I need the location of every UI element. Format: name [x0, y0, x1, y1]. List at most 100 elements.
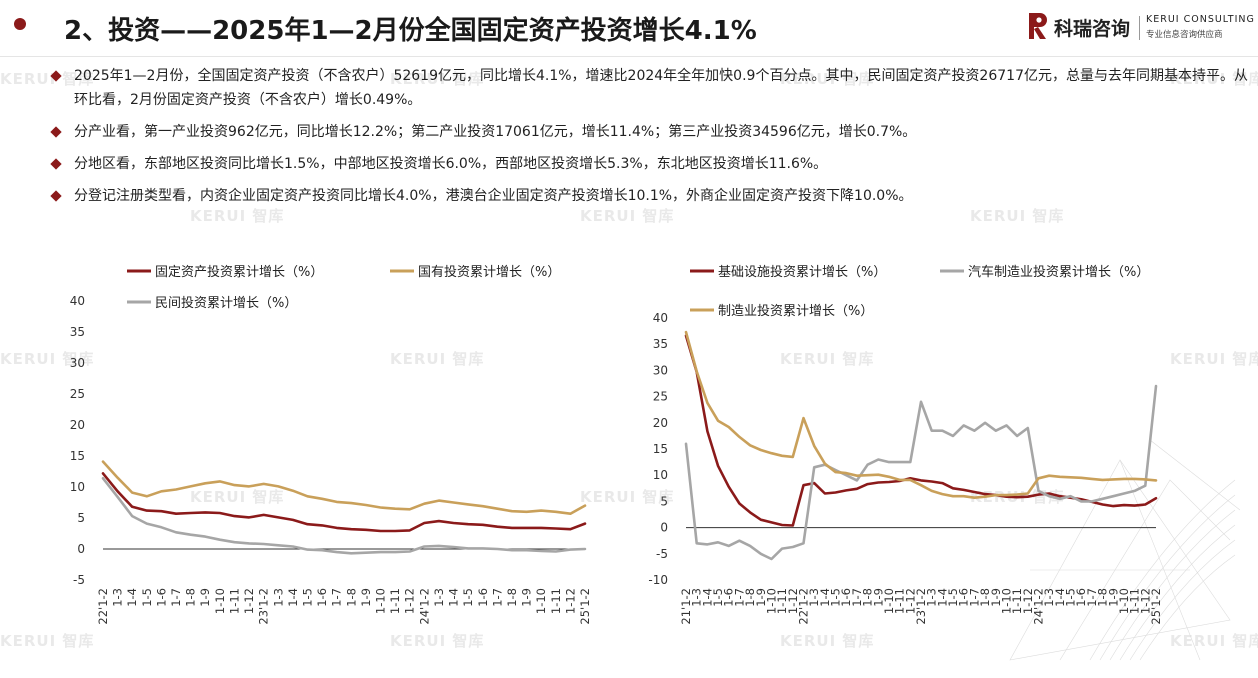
bullet-text: 2025年1—2月份，全国固定资产投资（不含农户）52619亿元，同比增长4.1… — [74, 68, 1248, 108]
x-tick-label: 1-4 — [286, 588, 300, 607]
x-tick-label: 1-10 — [374, 588, 388, 614]
x-tick-label: 1-12 — [1021, 588, 1035, 614]
watermark: KERUI 智库 — [390, 350, 485, 368]
x-tick-label: 1-11 — [775, 588, 789, 614]
y-tick-label: 0 — [77, 542, 85, 556]
y-tick-label: 35 — [70, 325, 85, 339]
x-tick-label: 1-3 — [807, 588, 821, 607]
watermark: KERUI 智库 — [0, 350, 95, 368]
legend-label: 制造业投资累计增长（%） — [718, 303, 873, 319]
x-tick-label: 23'1-2 — [257, 588, 271, 625]
x-tick-label: 1-12 — [242, 588, 256, 614]
y-tick-label: 5 — [660, 494, 668, 508]
x-tick-label: 1-3 — [432, 588, 446, 607]
x-tick-label: 1-4 — [700, 588, 714, 607]
series-line-1 — [101, 472, 587, 533]
watermark: KERUI 智库 — [970, 207, 1065, 225]
y-tick-label: 20 — [70, 418, 85, 432]
bullet-item: 2025年1—2月份，全国固定资产投资（不含农户）52619亿元，同比增长4.1… — [48, 64, 1248, 112]
x-tick-label: 1-5 — [300, 588, 314, 607]
x-tick-label: 1-12 — [563, 588, 577, 614]
x-tick-label: 1-12 — [1138, 588, 1152, 614]
x-tick-label: 1-5 — [1064, 588, 1078, 607]
x-tick-label: 1-12 — [903, 588, 917, 614]
x-tick-label: 22'1-2 — [797, 588, 811, 625]
y-tick-label: 20 — [653, 416, 668, 430]
y-tick-label: 10 — [70, 480, 85, 494]
watermark: KERUI 智库 — [0, 70, 95, 88]
x-tick-label: 1-11 — [1128, 588, 1142, 614]
y-tick-label: 30 — [70, 356, 85, 370]
logo-chinese-name: 科瑞咨询 — [1054, 18, 1131, 40]
x-tick-label: 1-9 — [520, 588, 534, 607]
header-rule — [0, 56, 1258, 57]
x-tick-label: 1-5 — [829, 588, 843, 607]
y-tick-label: 0 — [660, 521, 668, 535]
x-tick-label: 1-11 — [1010, 588, 1024, 614]
x-tick-label: 1-8 — [743, 588, 757, 607]
y-tick-label: 25 — [653, 390, 668, 404]
y-tick-label: 25 — [70, 387, 85, 401]
x-tick-label: 1-8 — [978, 588, 992, 607]
y-tick-label: 40 — [653, 311, 668, 325]
x-tick-label: 1-11 — [227, 588, 241, 614]
watermark: KERUI 智库 — [780, 70, 875, 88]
legend-label: 汽车制造业投资累计增长（%） — [968, 264, 1149, 280]
x-tick-label: 1-8 — [861, 588, 875, 607]
legend-label: 国有投资累计增长（%） — [418, 264, 560, 280]
x-tick-label: 24'1-2 — [417, 588, 431, 625]
watermark: KERUI 智库 — [780, 632, 875, 650]
x-tick-label: 1-6 — [315, 588, 329, 607]
bullet-text: 分登记注册类型看，内资企业固定资产投资同比增长4.0%，港澳台企业固定资产投资增… — [74, 188, 913, 204]
x-tick-label: 1-9 — [989, 588, 1003, 607]
x-tick-label: 1-3 — [1042, 588, 1056, 607]
x-tick-label: 1-6 — [1074, 588, 1088, 607]
watermark: KERUI 智库 — [0, 632, 95, 650]
title-bar: 2、投资——2025年1—2月份全国固定资产投资增长4.1% 科瑞咨询 KERU… — [0, 0, 1258, 56]
series-line-2 — [684, 384, 1158, 561]
x-tick-label: 1-10 — [534, 588, 548, 614]
y-tick-label: 15 — [653, 442, 668, 456]
y-tick-label: 40 — [70, 294, 85, 308]
watermark: KERUI 智库 — [390, 70, 485, 88]
x-tick-label: 1-6 — [722, 588, 736, 607]
x-tick-label: 1-9 — [359, 588, 373, 607]
y-tick-label: -5 — [656, 547, 668, 561]
x-tick-label: 1-4 — [1053, 588, 1067, 607]
x-tick-label: 1-4 — [447, 588, 461, 607]
x-tick-label: 1-10 — [882, 588, 896, 614]
x-tick-label: 1-4 — [935, 588, 949, 607]
x-tick-label: 1-6 — [957, 588, 971, 607]
watermark: KERUI 智库 — [1170, 70, 1258, 88]
watermark: KERUI 智库 — [780, 350, 875, 368]
x-tick-label: 1-3 — [690, 588, 704, 607]
logo-subtitle: 专业信息咨询供应商 — [1146, 30, 1223, 40]
y-tick-label: 5 — [77, 511, 85, 525]
x-tick-label: 1-8 — [1096, 588, 1110, 607]
x-tick-label: 1-7 — [1085, 588, 1099, 607]
x-tick-label: 1-12 — [403, 588, 417, 614]
x-tick-label: 1-10 — [1117, 588, 1131, 614]
x-tick-label: 1-12 — [786, 588, 800, 614]
series-line-3 — [101, 477, 587, 555]
x-tick-label: 1-8 — [344, 588, 358, 607]
x-tick-label: 1-7 — [967, 588, 981, 607]
x-tick-label: 1-7 — [169, 588, 183, 607]
x-tick-label: 1-3 — [925, 588, 939, 607]
x-tick-label: 1-3 — [111, 588, 125, 607]
x-tick-label: 1-10 — [764, 588, 778, 614]
x-tick-label: 1-7 — [732, 588, 746, 607]
x-tick-label: 1-9 — [754, 588, 768, 607]
x-tick-label: 1-7 — [850, 588, 864, 607]
x-tick-label: 1-9 — [198, 588, 212, 607]
x-tick-label: 1-11 — [388, 588, 402, 614]
watermark: KERUI 智库 — [1170, 350, 1258, 368]
x-tick-label: 1-5 — [140, 588, 154, 607]
series-line-3 — [684, 330, 1158, 499]
x-tick-label: 1-9 — [1106, 588, 1120, 607]
x-tick-label: 1-6 — [154, 588, 168, 607]
watermark: KERUI 智库 — [1170, 632, 1258, 650]
watermark: KERUI 智库 — [190, 488, 285, 506]
y-tick-label: 15 — [70, 449, 85, 463]
x-tick-label: 1-7 — [330, 588, 344, 607]
